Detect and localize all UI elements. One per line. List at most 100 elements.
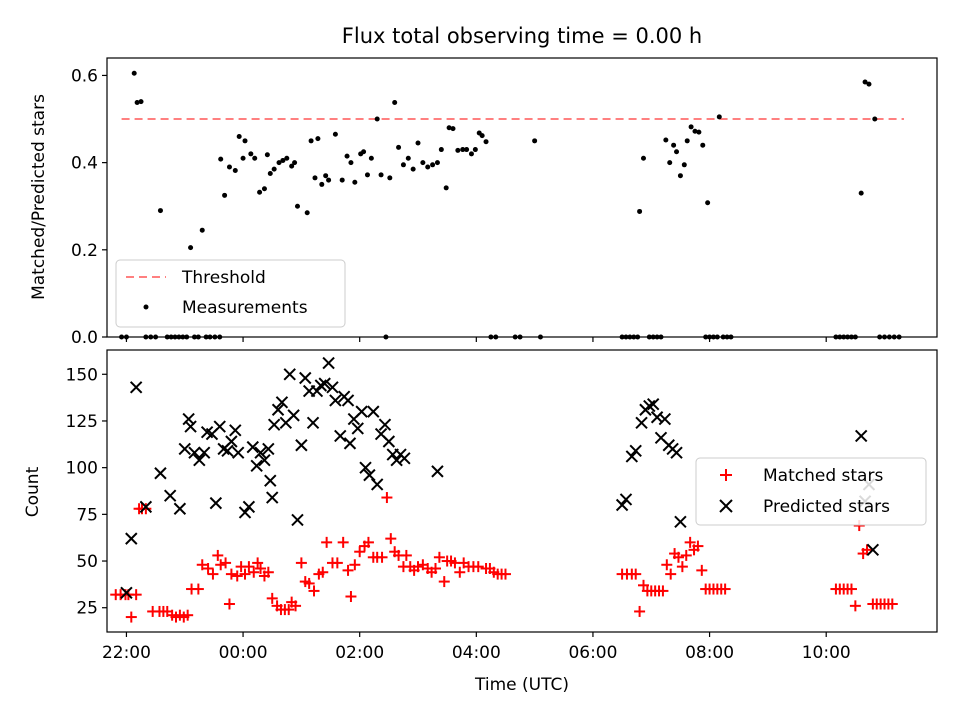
predicted-star-point xyxy=(275,396,289,409)
matched-star-point xyxy=(362,536,374,548)
predicted-star-point xyxy=(619,493,633,506)
predicted-star-point xyxy=(264,474,277,487)
predicted-star-point xyxy=(266,491,279,504)
legend-matched-swatch xyxy=(720,469,732,481)
measurement-point xyxy=(242,138,248,144)
bottom-legend: Matched stars Predicted stars xyxy=(695,457,927,526)
matched-star-point xyxy=(331,557,343,569)
measurement-point xyxy=(872,116,878,122)
predicted-star-point xyxy=(359,461,372,474)
matched-star-point xyxy=(239,568,251,580)
matched-star-point xyxy=(637,579,649,591)
measurement-point xyxy=(157,208,163,214)
bottom-panel: 25 50 75 100 125 150 22:00 00:00 02:00 04:00 06:0… xyxy=(23,337,938,695)
measurement-point xyxy=(222,192,228,198)
measurement-point xyxy=(218,156,224,162)
measurement-point xyxy=(425,164,431,170)
matched-star-point xyxy=(886,598,898,610)
bottom-ytick-label: 75 xyxy=(76,505,98,525)
matched-star-point xyxy=(308,585,320,597)
top-legend-box xyxy=(115,259,346,328)
predicted-star-point xyxy=(670,446,683,459)
predicted-star-point xyxy=(370,478,384,491)
measurement-point xyxy=(368,155,374,161)
matched-star-point xyxy=(196,559,208,571)
matched-star-point xyxy=(692,540,704,552)
predicted-star-point xyxy=(262,442,275,456)
matched-star-point xyxy=(266,592,278,604)
matched-star-point xyxy=(696,564,708,576)
predicted-star-point xyxy=(625,450,639,463)
matched-star-point xyxy=(499,568,511,580)
predicted-star-point xyxy=(329,394,342,407)
legend-predicted-label: Predicted stars xyxy=(763,497,890,517)
measurement-point xyxy=(483,139,489,145)
matched-star-point xyxy=(665,568,677,580)
measurement-point xyxy=(858,190,864,196)
matched-star-point xyxy=(634,605,646,617)
measurement-point xyxy=(637,208,643,214)
xtick-label: 06:00 xyxy=(568,643,617,663)
matched-star-point xyxy=(385,533,397,545)
matched-star-point xyxy=(283,604,295,616)
predicted-star-point xyxy=(291,513,304,527)
predicted-star-point xyxy=(231,446,245,459)
measurement-point xyxy=(280,157,286,163)
matched-star-point xyxy=(719,583,731,595)
matched-star-point xyxy=(630,568,642,580)
measurement-point xyxy=(696,129,702,135)
xticks: 22:00 00:00 02:00 04:00 06:00 08:00 10:00 xyxy=(102,337,851,663)
matched-star-point xyxy=(680,549,692,561)
measurement-point xyxy=(264,152,270,158)
measurement-point xyxy=(352,179,358,185)
predicted-star-point xyxy=(866,543,880,557)
predicted-star-point xyxy=(382,435,396,448)
bottom-marks xyxy=(110,356,898,623)
measurement-point xyxy=(716,114,722,120)
measurement-point xyxy=(663,137,669,143)
measurement-point xyxy=(472,147,478,153)
predicted-star-point xyxy=(258,453,271,467)
predicted-star-point xyxy=(646,397,660,411)
measurement-point xyxy=(392,99,398,105)
xtick-label: 04:00 xyxy=(452,643,501,663)
measurement-point xyxy=(479,133,485,139)
predicted-star-point xyxy=(314,379,328,392)
measurement-point xyxy=(450,126,456,132)
predicted-star-point xyxy=(378,418,392,431)
measurement-point xyxy=(289,163,295,169)
measurement-point xyxy=(131,70,137,76)
measurement-point xyxy=(400,162,406,168)
measurement-point xyxy=(640,155,646,161)
measurement-point xyxy=(284,155,290,161)
measurement-point xyxy=(460,147,466,153)
matched-star-point xyxy=(140,503,152,515)
predicted-star-point xyxy=(674,515,687,529)
measurement-point xyxy=(138,99,144,105)
matched-star-point xyxy=(262,566,274,578)
matched-star-point xyxy=(207,568,219,580)
measurement-point xyxy=(677,173,683,179)
measurement-point xyxy=(348,160,354,166)
measurement-point xyxy=(430,162,436,168)
predicted-star-point xyxy=(238,506,252,519)
measurement-point xyxy=(705,200,711,206)
measurement-point xyxy=(464,147,470,153)
matched-star-point xyxy=(672,551,684,563)
measurement-point xyxy=(443,185,449,191)
measurement-point xyxy=(344,153,350,159)
predicted-star-point xyxy=(163,489,177,502)
measurement-point xyxy=(308,138,314,144)
measurement-point xyxy=(226,164,232,170)
measurement-point xyxy=(387,175,393,181)
matched-star-point xyxy=(676,561,688,573)
predicted-star-point xyxy=(615,498,629,512)
predicted-star-point xyxy=(295,439,308,452)
top-axes-frame xyxy=(106,57,938,338)
legend-matched-label: Matched stars xyxy=(763,466,883,486)
predicted-star-point xyxy=(283,368,296,381)
predicted-star-point xyxy=(154,467,167,480)
predicted-star-point xyxy=(125,532,138,545)
measurement-point xyxy=(312,175,318,181)
